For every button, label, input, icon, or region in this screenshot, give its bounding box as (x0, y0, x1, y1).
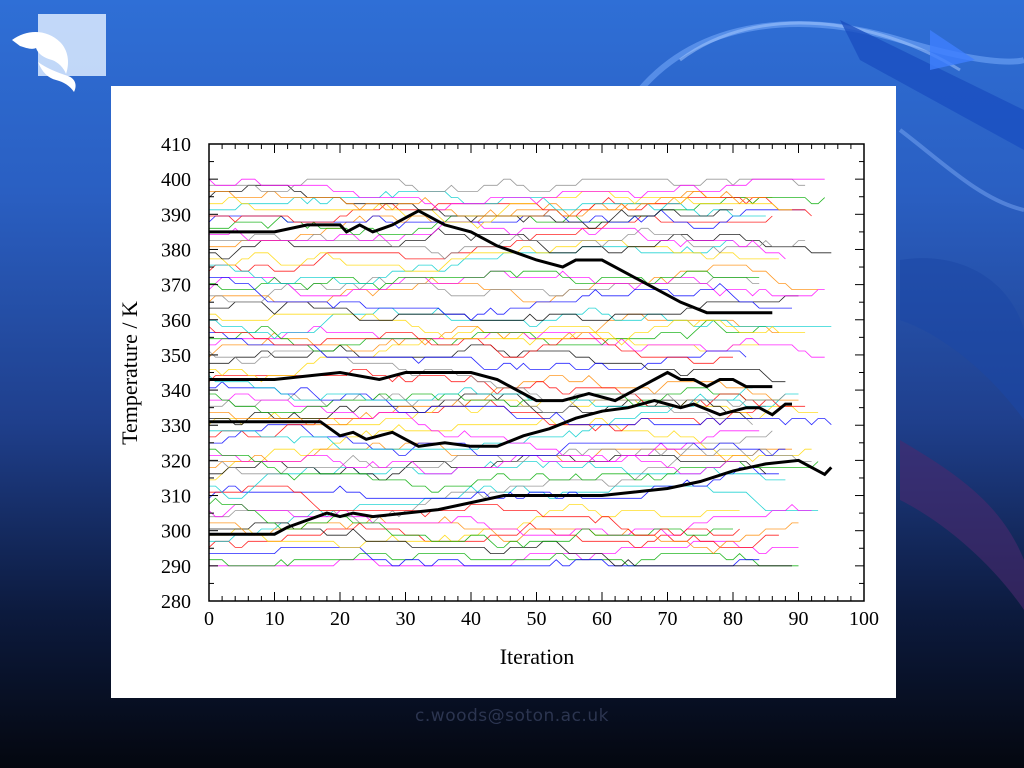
replica-trace (209, 325, 760, 383)
replica-trace (209, 191, 773, 248)
highlighted-trace (209, 370, 773, 403)
replica-trace (209, 178, 806, 192)
replica-trace (209, 460, 786, 499)
y-tick-label: 380 (161, 239, 191, 261)
replica-trace (209, 387, 779, 413)
y-tick-label: 320 (161, 450, 191, 472)
replica-trace (209, 221, 786, 260)
replica-trace (209, 485, 819, 542)
replica-traces (208, 178, 832, 567)
footer-email: c.woods@soton.ac.uk (415, 706, 609, 726)
plot-frame (208, 143, 865, 602)
replica-trace (208, 503, 812, 536)
y-tick-label: 370 (161, 275, 191, 297)
replica-trace (209, 430, 760, 475)
replica-trace (209, 227, 832, 260)
replica-trace (208, 375, 753, 407)
y-tick-label: 390 (161, 204, 191, 226)
x-tick-label: 90 (789, 608, 809, 630)
replica-trace (209, 270, 760, 291)
replica-trace (209, 277, 792, 321)
x-tick-label: 60 (592, 608, 612, 630)
replica-trace (209, 313, 806, 346)
y-tick-label: 360 (161, 310, 191, 332)
x-tick-label: 40 (461, 608, 481, 630)
replica-trace (208, 350, 786, 407)
replica-trace (209, 553, 799, 567)
replica-trace (208, 184, 733, 229)
replica-trace (209, 240, 779, 272)
y-tick-label: 290 (161, 556, 191, 578)
dolphin-logo-icon (12, 31, 76, 92)
highlighted-trace (209, 209, 773, 315)
y-axis-title: Temperature / K (117, 301, 142, 445)
chart-axes (208, 143, 865, 602)
replica-trace (208, 270, 825, 297)
y-tick-label: 330 (161, 415, 191, 437)
replica-trace (209, 227, 806, 260)
y-tick-label: 400 (161, 169, 191, 191)
x-tick-label: 0 (204, 608, 214, 630)
y-tick-label: 410 (161, 134, 191, 156)
x-tick-label: 10 (265, 608, 285, 630)
highlighted-replica-traces (209, 209, 833, 536)
y-tick-label: 310 (161, 486, 191, 508)
x-tick-label: 30 (396, 608, 416, 630)
replica-trace (209, 547, 760, 567)
replica-trace (209, 295, 799, 321)
replica-trace (208, 178, 825, 211)
x-tick-label: 70 (658, 608, 678, 630)
y-tick-label: 280 (161, 591, 191, 613)
x-tick-label: 20 (330, 608, 350, 630)
replica-trace (209, 485, 740, 536)
replica-trace (209, 522, 792, 567)
x-axis-title: Iteration (500, 644, 575, 669)
y-tick-label: 300 (161, 521, 191, 543)
y-tick-label: 340 (161, 380, 191, 402)
highlighted-trace (209, 399, 792, 448)
replica-trace (209, 190, 766, 217)
tick-labels: 0 10 20 30 40 50 60 70 80 90 100 280 290 300 310 320 330… (161, 134, 879, 630)
replica-trace (209, 381, 832, 426)
replica-trace (209, 424, 786, 456)
replica-trace (209, 240, 733, 284)
temperature-exchange-chart: 0 10 20 30 40 50 60 70 80 90 100 280 290 300 310 320 330… (117, 134, 879, 669)
x-tick-label: 50 (527, 608, 547, 630)
y-tick-label: 350 (161, 345, 191, 367)
x-tick-label: 80 (723, 608, 743, 630)
replica-trace (209, 191, 792, 229)
chart-panel: 0 10 20 30 40 50 60 70 80 90 100 280 290 300 310 320 330… (111, 86, 896, 698)
replica-trace (209, 430, 773, 524)
replica-trace (209, 190, 766, 217)
replica-trace (209, 326, 825, 358)
x-tick-label: 100 (849, 608, 879, 630)
replica-trace (209, 393, 740, 475)
highlighted-trace (209, 458, 833, 536)
